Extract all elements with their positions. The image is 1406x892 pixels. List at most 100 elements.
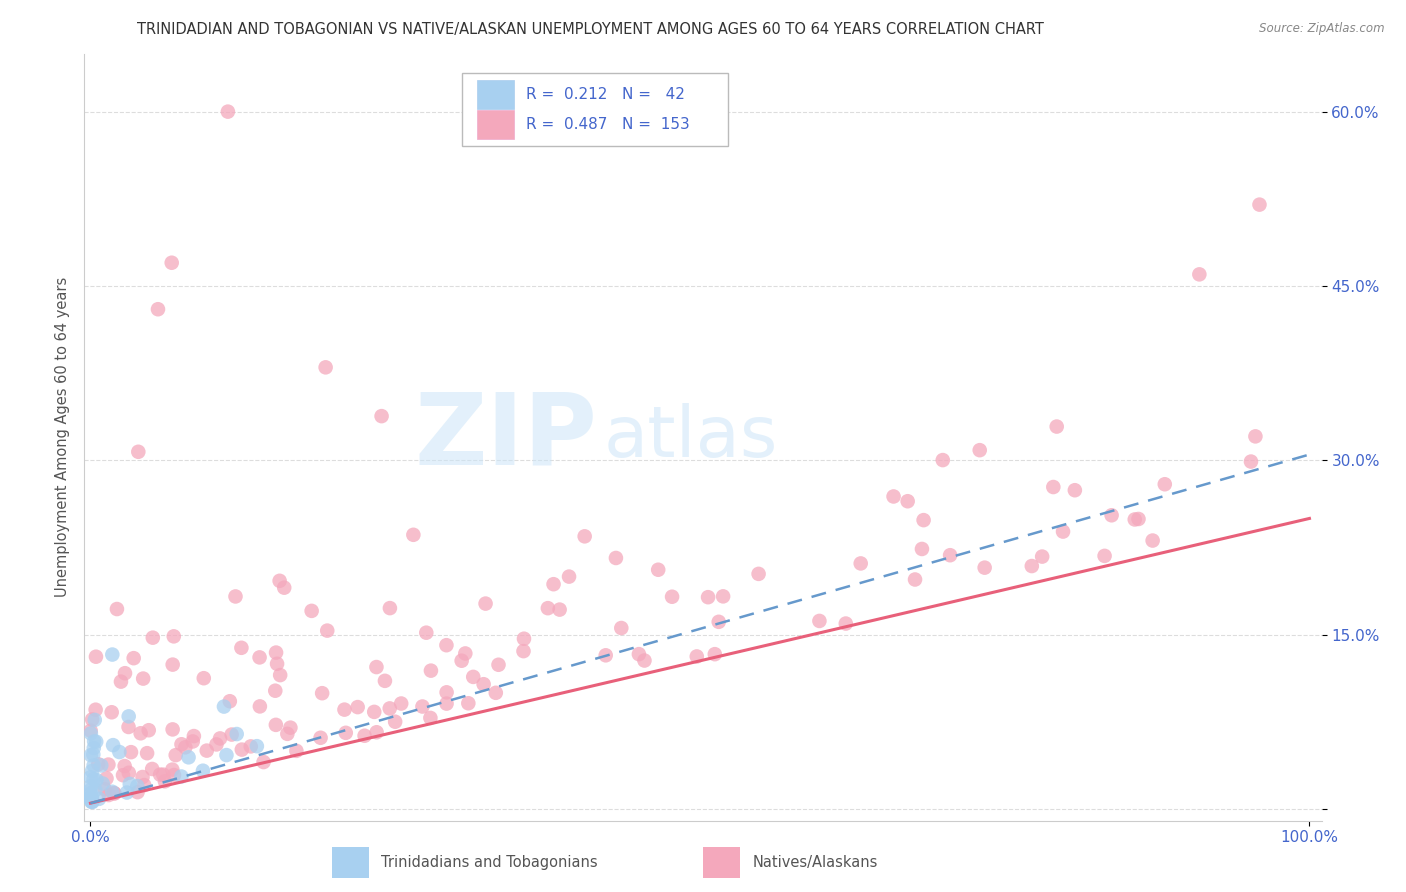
Point (315, 360, 337, 375)
Point (79, 723, 101, 738)
Bar (703, 847, 740, 878)
Point (195, 743, 218, 757)
Point (574, 529, 596, 543)
Point (311, 686, 333, 700)
Text: atlas: atlas (605, 402, 779, 472)
Point (111, 768, 134, 782)
Point (485, 686, 508, 700)
Point (450, 654, 472, 668)
Point (436, 638, 458, 652)
Point (87, 792, 110, 806)
Point (90, 758, 112, 772)
Point (221, 728, 243, 742)
Point (115, 786, 138, 800)
Point (419, 664, 441, 678)
Point (973, 560, 995, 574)
Point (276, 727, 298, 741)
Point (217, 104, 239, 119)
Point (1063, 483, 1085, 498)
Point (610, 621, 633, 635)
Point (548, 602, 571, 616)
Point (280, 721, 302, 735)
Point (101, 738, 124, 752)
Point (87, 757, 110, 772)
Point (132, 672, 155, 686)
Bar (332, 847, 368, 878)
Point (513, 632, 536, 646)
Point (84, 649, 107, 664)
Point (1094, 549, 1116, 563)
Bar (461, 73, 728, 145)
Point (333, 703, 356, 717)
Point (1188, 268, 1211, 282)
Point (249, 650, 271, 665)
Point (335, 726, 357, 740)
Point (82, 795, 104, 809)
Point (127, 779, 149, 793)
Point (835, 616, 858, 631)
Point (83, 758, 105, 772)
Point (264, 683, 287, 698)
Point (138, 723, 160, 738)
Point (79, 783, 101, 797)
Point (193, 671, 215, 685)
Point (84, 783, 107, 797)
Point (83, 741, 105, 756)
Point (91, 776, 114, 790)
Point (249, 699, 271, 714)
Point (142, 631, 165, 645)
Point (80, 790, 103, 805)
Point (118, 709, 141, 723)
Point (849, 557, 872, 571)
Point (80, 791, 103, 805)
Point (285, 744, 308, 758)
Text: R =  0.212   N =   42: R = 0.212 N = 42 (526, 87, 685, 102)
Point (170, 770, 193, 784)
Point (269, 668, 291, 682)
Point (114, 759, 136, 773)
Point (316, 624, 339, 638)
Point (1142, 533, 1164, 548)
Point (411, 699, 433, 714)
Point (80, 795, 103, 809)
Point (80, 764, 103, 778)
Point (224, 590, 246, 604)
Text: Source: ZipAtlas.com: Source: ZipAtlas.com (1260, 22, 1385, 36)
Point (711, 590, 734, 604)
Point (378, 701, 401, 715)
Point (118, 777, 141, 791)
Point (436, 685, 458, 699)
Point (110, 674, 132, 689)
Point (1042, 480, 1064, 494)
Point (911, 541, 934, 556)
Point (152, 767, 174, 781)
Point (80, 726, 103, 740)
Point (904, 573, 927, 587)
Point (543, 577, 565, 591)
Point (129, 726, 152, 740)
Point (647, 563, 669, 577)
Point (79, 792, 101, 806)
Point (627, 647, 650, 661)
Text: ZIP: ZIP (415, 389, 598, 485)
Point (162, 723, 184, 737)
Point (1244, 429, 1267, 443)
Point (474, 597, 496, 611)
Point (537, 601, 560, 615)
Point (707, 615, 730, 629)
Point (353, 729, 375, 743)
Point (512, 644, 534, 658)
Point (1123, 512, 1146, 526)
Point (231, 640, 253, 655)
Point (83, 772, 105, 786)
Point (1153, 477, 1175, 491)
Point (252, 755, 274, 769)
Point (79, 787, 101, 801)
Point (389, 697, 412, 711)
Point (100, 706, 122, 720)
Point (117, 720, 139, 734)
Point (105, 602, 128, 616)
Point (264, 646, 287, 660)
Point (160, 256, 183, 270)
Point (101, 785, 124, 799)
